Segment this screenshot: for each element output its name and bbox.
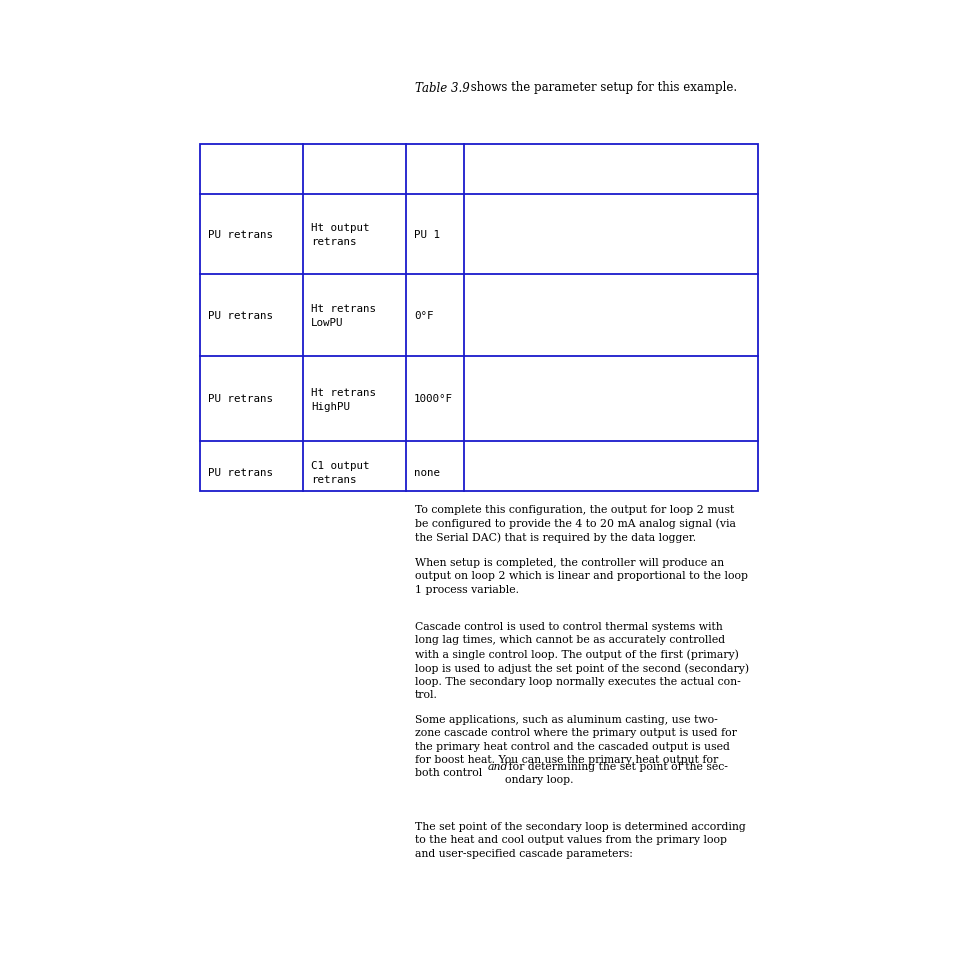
- Text: To complete this configuration, the output for loop 2 must
be configured to prov: To complete this configuration, the outp…: [415, 504, 735, 543]
- Text: for determining the set point of the sec-
ondary loop.: for determining the set point of the sec…: [504, 761, 727, 784]
- Text: none: none: [414, 468, 439, 477]
- Text: 0°F: 0°F: [414, 311, 433, 320]
- Text: Ht retrans
LowPU: Ht retrans LowPU: [311, 304, 375, 328]
- Text: 1000°F: 1000°F: [414, 395, 453, 404]
- Text: Ht output
retrans: Ht output retrans: [311, 223, 369, 247]
- Text: C1 output
retrans: C1 output retrans: [311, 460, 369, 484]
- Text: shows the parameter setup for this example.: shows the parameter setup for this examp…: [467, 81, 737, 94]
- Text: PU retrans: PU retrans: [208, 311, 273, 320]
- Text: Ht retrans
HighPU: Ht retrans HighPU: [311, 387, 375, 411]
- Text: PU 1: PU 1: [414, 230, 439, 240]
- Text: PU retrans: PU retrans: [208, 468, 273, 477]
- Text: When setup is completed, the controller will produce an
output on loop 2 which i: When setup is completed, the controller …: [415, 558, 747, 594]
- Bar: [200, 145, 758, 492]
- Text: Cascade control is used to control thermal systems with
long lag times, which ca: Cascade control is used to control therm…: [415, 621, 748, 700]
- Text: Table 3.9: Table 3.9: [415, 81, 469, 94]
- Text: PU retrans: PU retrans: [208, 395, 273, 404]
- Text: PU retrans: PU retrans: [208, 230, 273, 240]
- Text: and: and: [488, 761, 508, 771]
- Text: The set point of the secondary loop is determined according
to the heat and cool: The set point of the secondary loop is d…: [415, 821, 745, 858]
- Text: Some applications, such as aluminum casting, use two-
zone cascade control where: Some applications, such as aluminum cast…: [415, 714, 736, 778]
